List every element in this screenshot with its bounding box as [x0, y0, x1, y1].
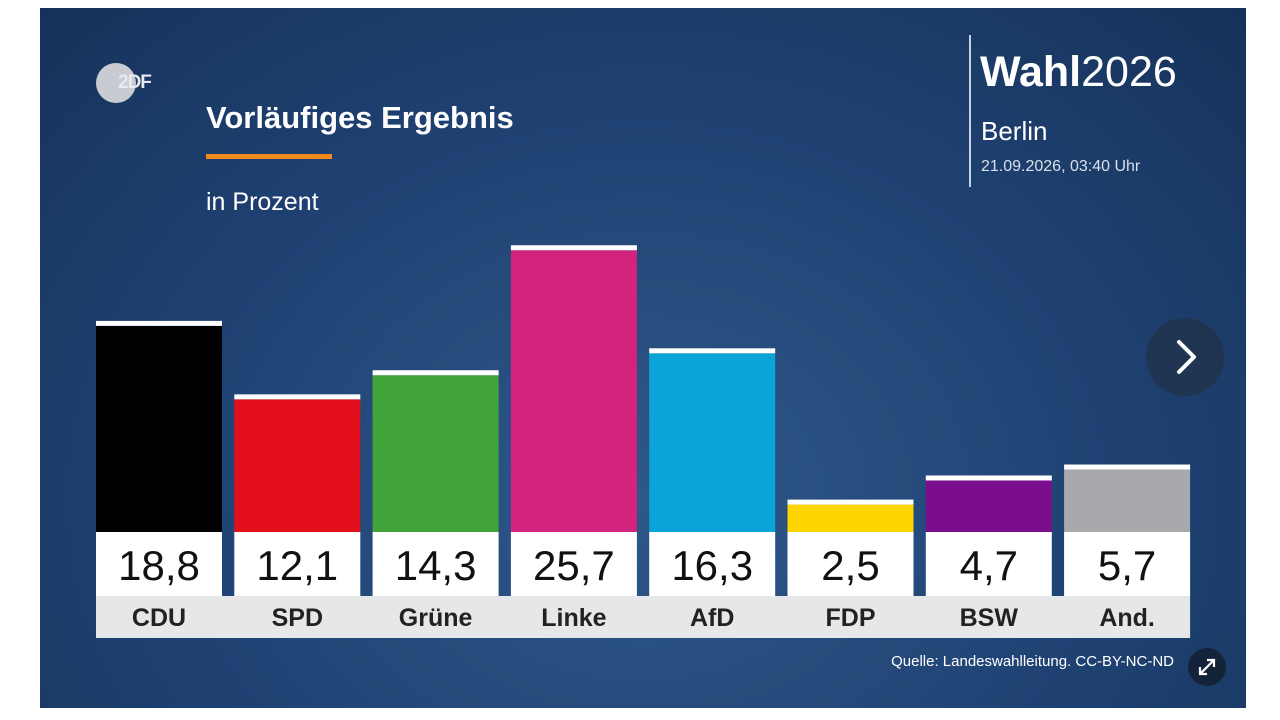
logo-circle	[96, 63, 136, 103]
category-label: FDP	[826, 604, 876, 632]
value-label: 16,3	[671, 542, 753, 589]
chart-subtitle: in Prozent	[206, 188, 319, 216]
value-label-box	[787, 532, 914, 596]
timestamp: 21.09.2026, 03:40 Uhr	[981, 158, 1141, 175]
value-label: 5,7	[1098, 542, 1156, 589]
value-label-box	[372, 532, 499, 596]
bar-top-marker	[787, 499, 914, 505]
header-divider	[969, 35, 971, 187]
bar-top-marker	[234, 394, 361, 400]
bar-bsw	[925, 480, 1052, 532]
source-note: Quelle: Landeswahlleitung. CC-BY-NC-ND	[891, 653, 1174, 670]
next-button[interactable]	[1146, 318, 1224, 396]
election-graphic: 2DF Vorläufiges Ergebnis in Prozent Wahl…	[40, 8, 1246, 708]
bar-top-marker	[372, 370, 499, 376]
value-label-box	[649, 532, 776, 596]
bar-and	[1064, 469, 1191, 532]
bar-top-marker	[1064, 464, 1191, 470]
bar-top-marker	[510, 245, 637, 251]
category-label-strip	[96, 596, 1191, 638]
category-label: And.	[1099, 604, 1155, 632]
brand-year: 2026	[1081, 48, 1177, 96]
bar-cdu	[96, 325, 222, 532]
category-label: CDU	[132, 604, 186, 632]
category-label: SPD	[272, 604, 323, 632]
bar-afd	[649, 353, 776, 532]
value-label-box	[96, 532, 222, 596]
value-label: 25,7	[533, 542, 615, 589]
bar-spd	[234, 399, 361, 532]
value-label-box	[925, 532, 1052, 596]
category-label: BSW	[960, 604, 1019, 632]
value-label: 14,3	[395, 542, 477, 589]
chart-title: Vorläufiges Ergebnis	[206, 100, 514, 135]
category-label: AfD	[690, 604, 734, 632]
expand-button[interactable]	[1188, 648, 1226, 686]
bar-linke	[510, 250, 637, 533]
value-label: 2,5	[821, 542, 879, 589]
category-label: Grüne	[399, 604, 473, 632]
value-label: 12,1	[256, 542, 338, 589]
brand-wahl: Wahl	[980, 48, 1082, 96]
logo-text: 2DF	[118, 72, 152, 93]
value-label: 18,8	[118, 542, 200, 589]
bar-chart: 18,8 CDU 12,1 SPD 14,3 Grüne 25,7 Linke 16,3 AfD 2…	[96, 245, 1191, 638]
region-label: Berlin	[981, 116, 1048, 146]
value-label-box	[1064, 532, 1191, 596]
value-label: 4,7	[960, 542, 1018, 589]
zdf-logo: 2DF	[96, 63, 176, 103]
bar-top-marker	[96, 320, 222, 326]
title-accent-rule	[206, 154, 332, 159]
brand-wahl2026: Wahl2026	[980, 48, 1177, 97]
chevron-right-icon	[1177, 340, 1196, 374]
value-label-box	[234, 532, 361, 596]
bar-grne	[372, 375, 499, 532]
bar-top-marker	[925, 475, 1052, 481]
value-label-box	[510, 532, 637, 596]
category-label: Linke	[541, 604, 606, 632]
expand-icon	[1198, 658, 1216, 676]
bar-top-marker	[649, 348, 776, 354]
bar-fdp	[787, 504, 914, 532]
